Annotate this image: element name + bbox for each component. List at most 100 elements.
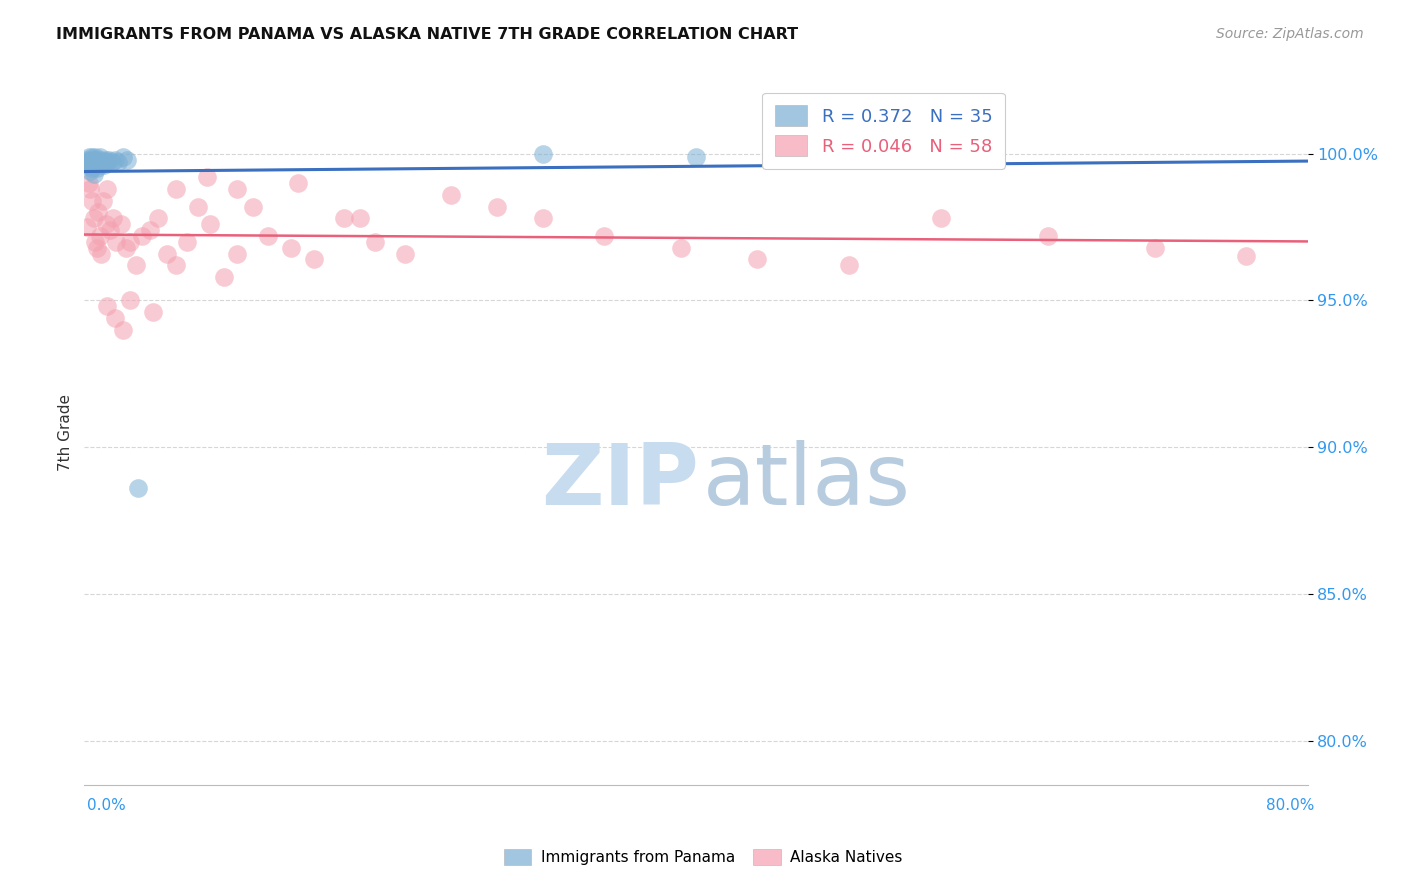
Text: IMMIGRANTS FROM PANAMA VS ALASKA NATIVE 7TH GRADE CORRELATION CHART: IMMIGRANTS FROM PANAMA VS ALASKA NATIVE …	[56, 27, 799, 42]
Point	[83, 153, 105, 167]
Point	[242, 200, 264, 214]
Point	[115, 153, 138, 167]
Point	[80, 155, 103, 169]
Point	[101, 155, 124, 169]
Text: Source: ZipAtlas.com: Source: ZipAtlas.com	[1216, 27, 1364, 41]
Point	[111, 150, 134, 164]
Point	[1234, 249, 1257, 263]
Point	[1036, 228, 1059, 243]
Point	[146, 211, 169, 226]
Point	[165, 258, 187, 272]
Point	[91, 194, 114, 208]
Point	[280, 241, 302, 255]
Point	[93, 158, 115, 172]
Point	[302, 252, 325, 267]
Text: 80.0%: 80.0%	[1267, 798, 1315, 814]
Point	[90, 246, 112, 260]
Point	[76, 155, 98, 169]
Point	[127, 482, 149, 496]
Point	[593, 228, 616, 243]
Point	[86, 153, 108, 167]
Point	[125, 258, 148, 272]
Point	[747, 252, 769, 267]
Point	[142, 305, 165, 319]
Point	[333, 211, 356, 226]
Point	[84, 155, 107, 169]
Point	[89, 158, 111, 172]
Point	[186, 200, 208, 214]
Point	[83, 167, 105, 181]
Point	[77, 155, 100, 169]
Point	[105, 235, 128, 249]
Point	[212, 270, 235, 285]
Point	[111, 323, 134, 337]
Point	[96, 182, 118, 196]
Point	[89, 150, 111, 164]
Point	[94, 153, 117, 167]
Point	[76, 220, 98, 235]
Point	[90, 153, 112, 167]
Point	[364, 235, 387, 249]
Point	[96, 155, 118, 169]
Point	[83, 211, 105, 226]
Point	[257, 228, 280, 243]
Legend: R = 0.372   N = 35, R = 0.046   N = 58: R = 0.372 N = 35, R = 0.046 N = 58	[762, 93, 1005, 169]
Point	[84, 235, 107, 249]
Point	[131, 228, 153, 243]
Point	[91, 155, 114, 169]
Point	[86, 161, 108, 176]
Point	[77, 176, 100, 190]
Point	[226, 182, 249, 196]
Point	[394, 246, 416, 260]
Point	[198, 217, 221, 231]
Point	[120, 235, 142, 249]
Legend: Immigrants from Panama, Alaska Natives: Immigrants from Panama, Alaska Natives	[498, 843, 908, 871]
Point	[75, 153, 97, 167]
Point	[531, 211, 554, 226]
Point	[669, 241, 692, 255]
Point	[103, 211, 125, 226]
Point	[94, 217, 117, 231]
Point	[86, 241, 108, 255]
Point	[89, 228, 111, 243]
Point	[97, 153, 120, 167]
Point	[87, 205, 110, 219]
Point	[110, 217, 132, 231]
Point	[440, 187, 463, 202]
Point	[349, 211, 371, 226]
Point	[156, 246, 179, 260]
Point	[107, 155, 129, 169]
Point	[929, 211, 952, 226]
Point	[114, 241, 136, 255]
Point	[120, 293, 142, 308]
Point	[226, 246, 249, 260]
Point	[176, 235, 198, 249]
Text: ZIP: ZIP	[541, 440, 699, 524]
Point	[76, 158, 98, 172]
Point	[79, 164, 101, 178]
Point	[84, 150, 107, 164]
Point	[87, 155, 110, 169]
Point	[80, 150, 103, 164]
Point	[195, 170, 218, 185]
Text: 0.0%: 0.0%	[87, 798, 127, 814]
Point	[486, 200, 509, 214]
Point	[139, 223, 162, 237]
Point	[80, 194, 103, 208]
Point	[98, 223, 121, 237]
Point	[80, 161, 103, 176]
Point	[165, 182, 187, 196]
Point	[838, 258, 860, 272]
Text: atlas: atlas	[703, 440, 911, 524]
Point	[104, 153, 127, 167]
Point	[1143, 241, 1166, 255]
Point	[531, 146, 554, 161]
Point	[77, 150, 100, 164]
Y-axis label: 7th Grade: 7th Grade	[58, 394, 73, 471]
Point	[104, 311, 127, 326]
Point	[79, 182, 101, 196]
Point	[83, 158, 105, 172]
Point	[287, 176, 309, 190]
Point	[96, 299, 118, 313]
Point	[685, 150, 707, 164]
